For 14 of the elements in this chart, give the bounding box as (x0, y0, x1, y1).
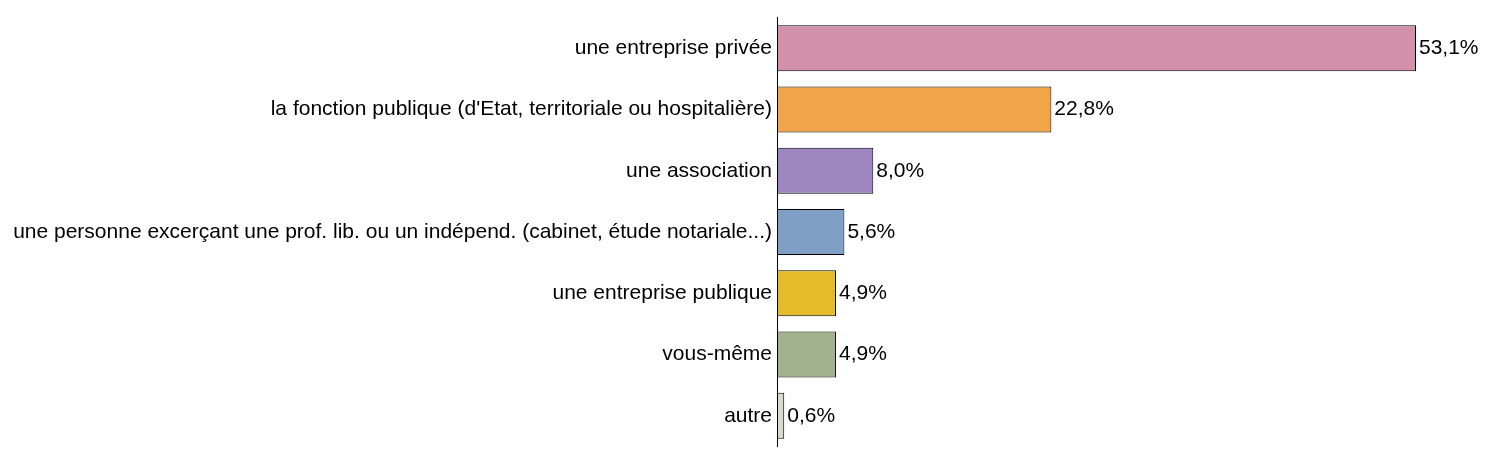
data-label: 5,6% (847, 218, 896, 242)
data-label: 22,8% (1054, 96, 1114, 120)
data-label: 4,9% (838, 341, 887, 365)
y-tick-label: vous-même (662, 341, 772, 365)
y-tick-label: autre (724, 402, 772, 426)
y-tick-label: une personne excerçant une prof. lib. ou un indépend. (cabinet, étude notariale...) (13, 218, 772, 242)
y-tick-label: une association (626, 157, 772, 181)
data-label: 53,1% (1419, 35, 1479, 59)
data-label: 0,6% (787, 402, 836, 426)
data-label: 4,9% (838, 280, 887, 304)
y-tick-label: la fonction publique (d'Etat, territoriale ou hospitalière) (270, 96, 772, 120)
data-label: 8,0% (876, 157, 925, 181)
y-tick-label: une entreprise publique (552, 280, 772, 304)
y-tick-label: une entreprise privée (574, 35, 772, 59)
